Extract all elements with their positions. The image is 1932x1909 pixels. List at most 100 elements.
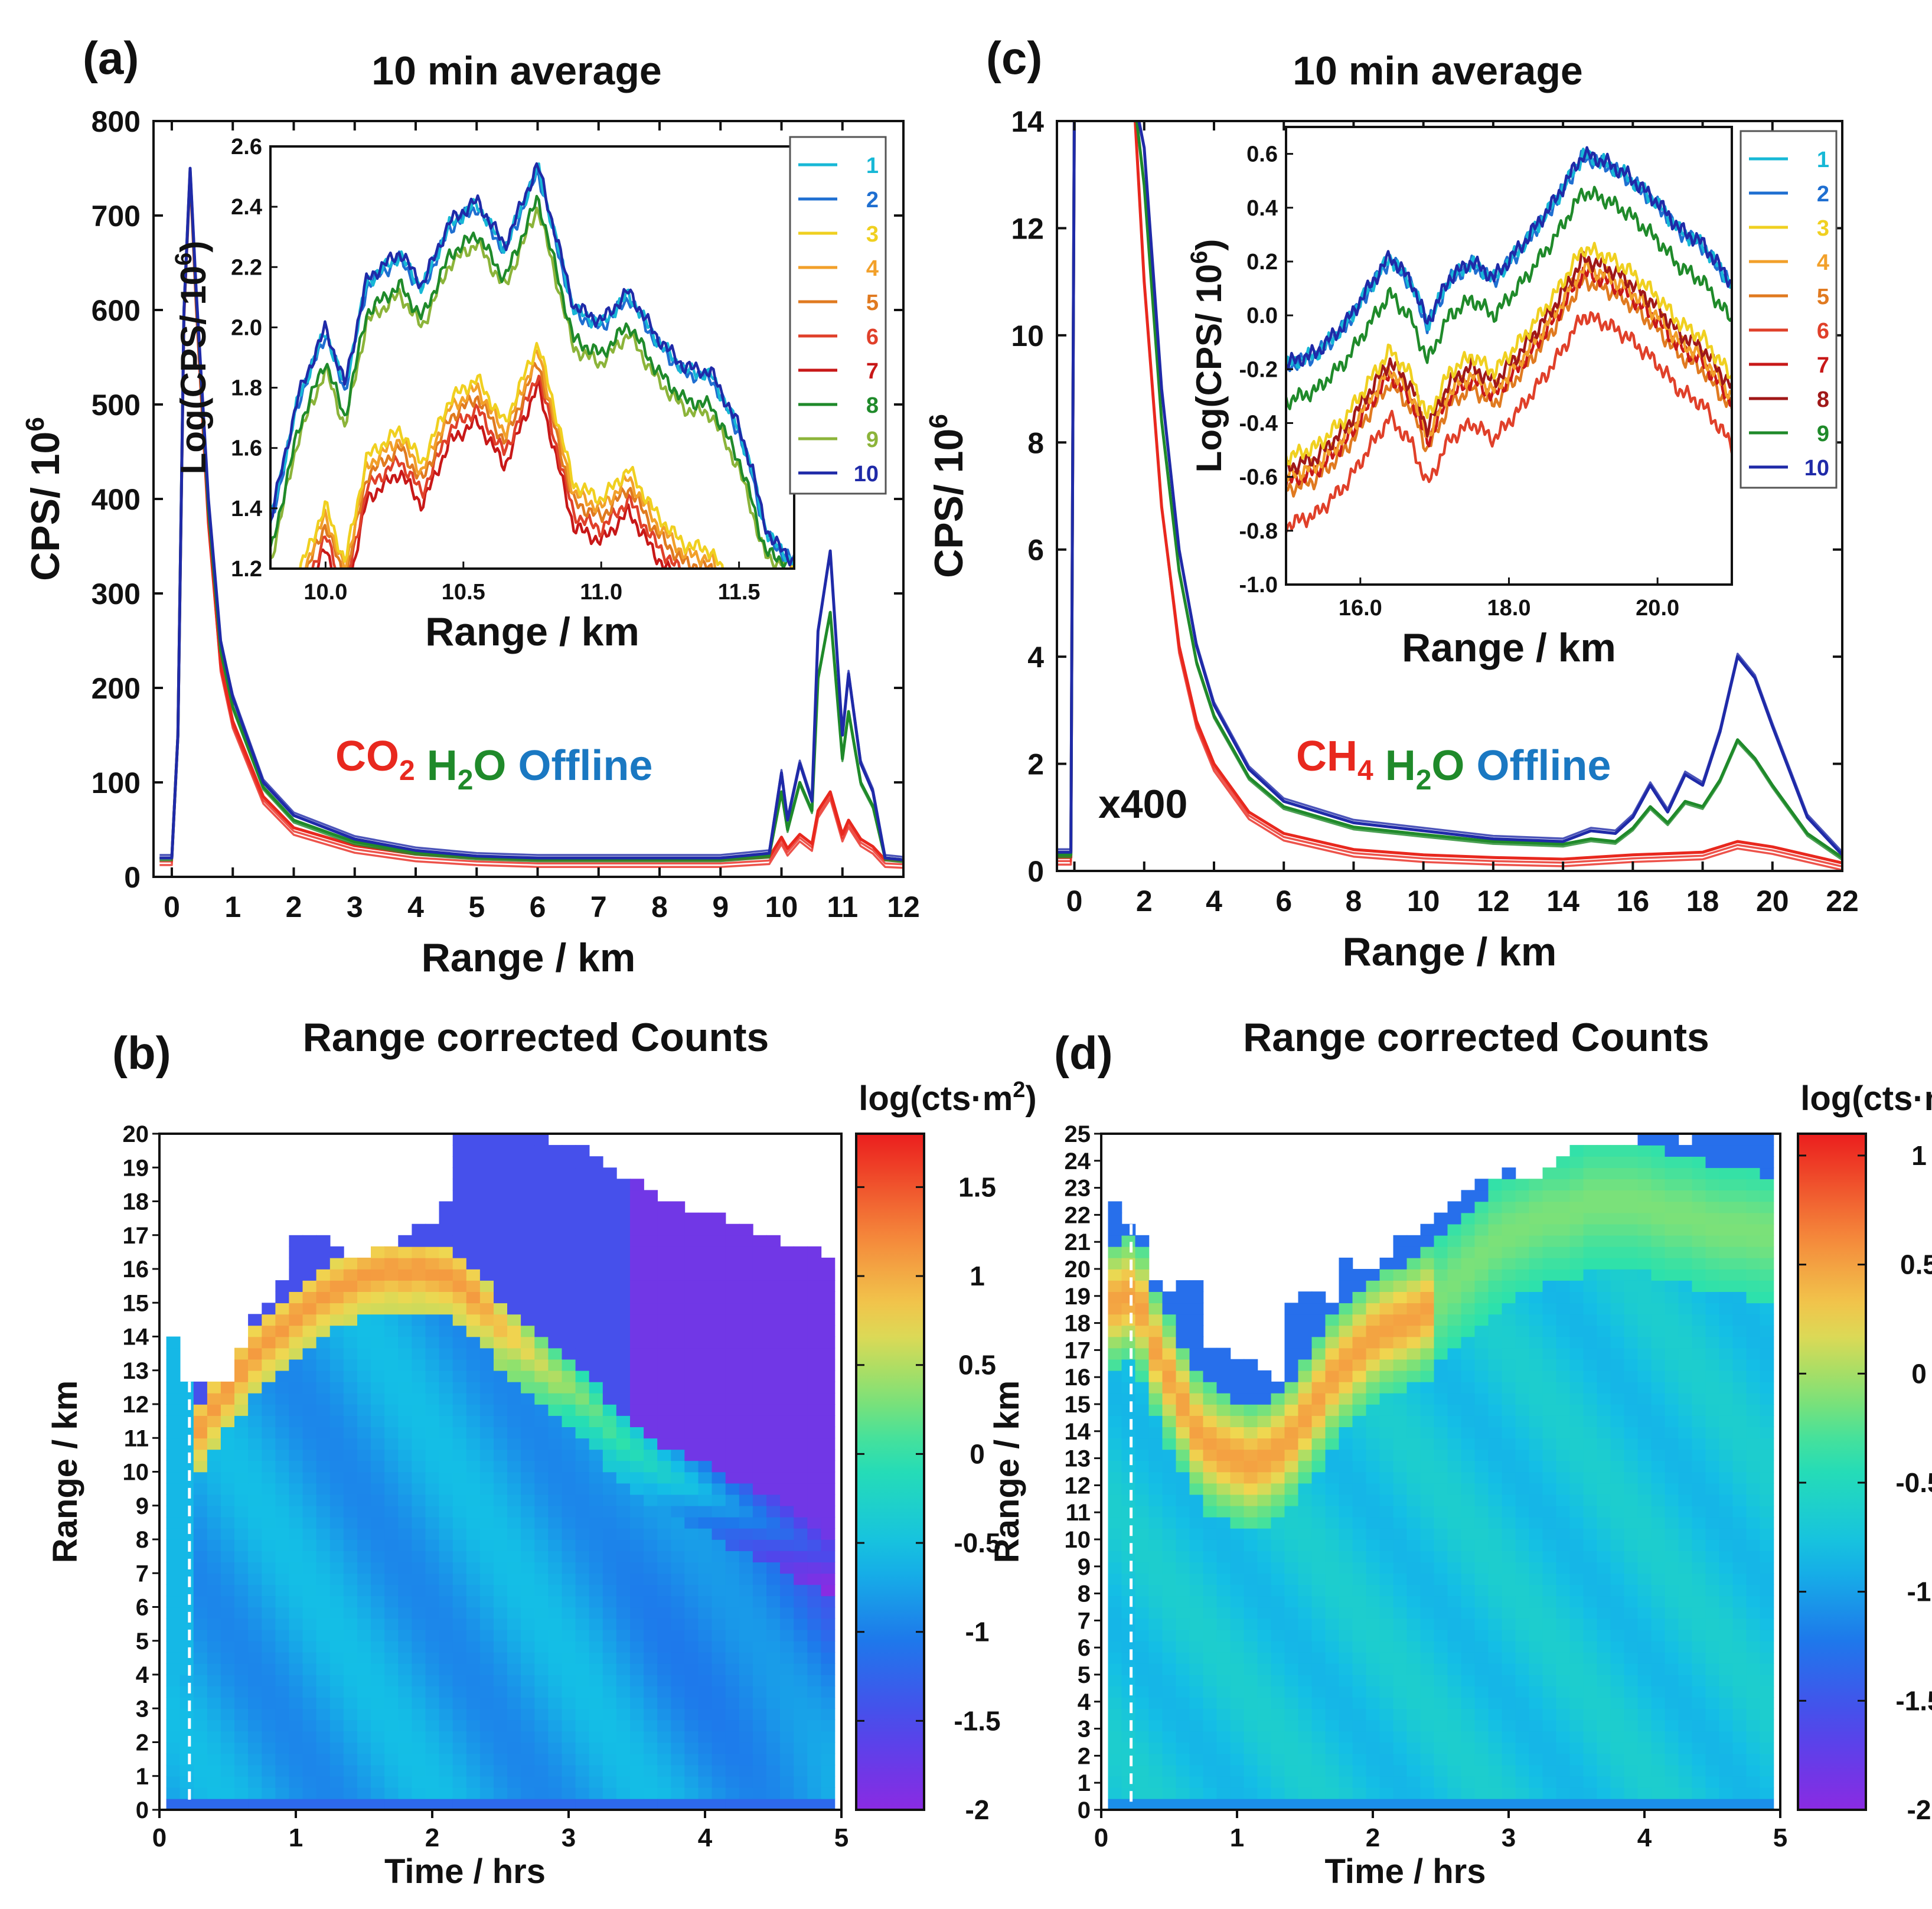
inset-x-tick-label: 11.0 (580, 580, 622, 605)
heatmap-cell (1379, 1359, 1394, 1371)
y-tick-label: 14 (1011, 105, 1044, 138)
heatmap-cell (1108, 1697, 1122, 1709)
heatmap-cell (412, 1291, 426, 1304)
heatmap-cell (479, 1212, 494, 1225)
heatmap-cell (412, 1551, 426, 1562)
heatmap-cell (1121, 1449, 1136, 1461)
heatmap-cell (684, 1235, 699, 1247)
heatmap-cell (343, 1381, 358, 1394)
heatmap-cell (1311, 1595, 1326, 1608)
heatmap-cell (180, 1483, 194, 1495)
heatmap-cell (1583, 1595, 1598, 1608)
heatmap-cell (398, 1584, 413, 1597)
heatmap-cell (316, 1235, 331, 1247)
heatmap-cell (166, 1483, 181, 1495)
heatmap-cell (1542, 1719, 1557, 1732)
heatmap-cell (1637, 1697, 1652, 1709)
heatmap-cell (521, 1652, 535, 1664)
heatmap-cell (766, 1291, 781, 1304)
heatmap-cell (630, 1449, 644, 1461)
heatmap-cell (275, 1494, 290, 1506)
heatmap-cell (1257, 1483, 1272, 1495)
heatmap-cell (180, 1595, 194, 1608)
x-tick-label: 12 (1477, 885, 1510, 918)
heatmap-cell (616, 1562, 631, 1574)
heatmap-cell (630, 1663, 644, 1675)
heatmap-cell (807, 1392, 822, 1405)
heatmap-cell (684, 1303, 699, 1315)
heatmap-cell (1624, 1381, 1639, 1394)
heatmap-cell (1637, 1359, 1652, 1371)
heatmap-cell (220, 1381, 235, 1394)
heatmap-cell (193, 1505, 208, 1518)
heatmap-cell (589, 1460, 603, 1473)
y-tick-label: 2 (1027, 748, 1044, 781)
heatmap-cell (1637, 1179, 1652, 1191)
x-axis-label: Range / km (422, 935, 636, 980)
heatmap-cell (1379, 1404, 1394, 1416)
heatmap-cell (684, 1551, 699, 1562)
heatmap-cell (548, 1595, 563, 1608)
heatmap-cell (1162, 1753, 1177, 1766)
heatmap-cell (343, 1652, 358, 1664)
heatmap-cell (479, 1798, 494, 1810)
heatmap-cell (630, 1516, 644, 1529)
heatmap-cell (289, 1764, 303, 1777)
heatmap-cell (1556, 1460, 1571, 1473)
heatmap-cell (684, 1359, 699, 1371)
heatmap-cell (1406, 1415, 1421, 1427)
heatmap-cell (821, 1494, 836, 1506)
heatmap-cell (452, 1223, 467, 1236)
heatmap-cell (644, 1652, 658, 1664)
heatmap-cell (548, 1787, 563, 1799)
heatmap-cell (1271, 1652, 1285, 1664)
heatmap-cell (1379, 1629, 1394, 1642)
heatmap-cell (275, 1427, 290, 1439)
heatmap-cell (1325, 1663, 1340, 1675)
heatmap-cell (166, 1528, 181, 1540)
heatmap-cell (575, 1314, 590, 1326)
heatmap-cell (807, 1314, 822, 1326)
heatmap-cell (207, 1381, 221, 1394)
heatmap-cell (1298, 1483, 1313, 1495)
heatmap-cell (329, 1449, 344, 1461)
y-axis-label: Range / km (46, 1381, 84, 1563)
heatmap-cell (1610, 1753, 1625, 1766)
heatmap-cell (1515, 1595, 1530, 1608)
heatmap-cell (562, 1618, 576, 1630)
heatmap-cell (725, 1336, 740, 1349)
heatmap-cell (1230, 1640, 1245, 1653)
heatmap-cell (821, 1449, 836, 1461)
heatmap-cell (602, 1246, 617, 1258)
heatmap-cell (548, 1347, 563, 1360)
heatmap-cell (371, 1731, 385, 1743)
heatmap-cell (1271, 1460, 1285, 1473)
heatmap-cell (630, 1460, 644, 1473)
y-tick-label: 4 (136, 1662, 149, 1688)
heatmap-cell (1366, 1483, 1381, 1495)
series-legend-label: 6 (1817, 319, 1829, 344)
heatmap-cell (1406, 1392, 1421, 1405)
heatmap-cell (1108, 1201, 1122, 1213)
heatmap-cell (521, 1460, 535, 1473)
heatmap-cell (275, 1291, 290, 1304)
heatmap-cell (220, 1675, 235, 1686)
heatmap-cell (494, 1179, 508, 1191)
series-line-CH4 (1057, 121, 1842, 868)
heatmap-cell (1298, 1629, 1313, 1642)
heatmap-cell (1474, 1675, 1489, 1686)
heatmap-cell (644, 1325, 658, 1337)
heatmap-cell (1121, 1776, 1136, 1788)
heatmap-cell (1624, 1167, 1639, 1180)
heatmap-cell (630, 1629, 644, 1642)
heatmap-cell (1352, 1731, 1367, 1743)
heatmap-cell (1474, 1392, 1489, 1405)
heatmap-cell (657, 1471, 672, 1484)
heatmap-cell (1637, 1640, 1652, 1653)
heatmap-cell (752, 1381, 767, 1394)
heatmap-cell (1597, 1719, 1611, 1732)
heatmap-cell (1556, 1787, 1571, 1799)
heatmap-cell (1121, 1427, 1136, 1439)
heatmap-cell (384, 1697, 399, 1709)
heatmap-cell (821, 1607, 836, 1619)
